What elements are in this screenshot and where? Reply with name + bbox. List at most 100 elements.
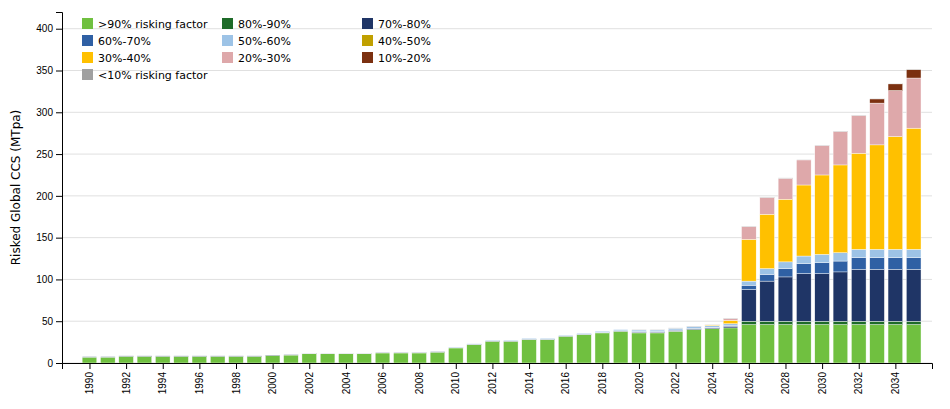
- bar-segment: [705, 324, 720, 325]
- x-tick-mark: [273, 363, 274, 369]
- bar-segment: [632, 329, 647, 330]
- x-tick-mark: [419, 363, 420, 369]
- bar-segment: [302, 353, 317, 354]
- bar-segment: [613, 330, 628, 331]
- bar-segment: [375, 352, 390, 353]
- bar-segment: [247, 355, 262, 356]
- bar-segment: [357, 353, 372, 354]
- bar-segment: [796, 325, 811, 363]
- bar-segment: [247, 355, 262, 356]
- bar-segment: [613, 330, 628, 331]
- bar-segment: [394, 352, 409, 353]
- bar-segment: [375, 353, 390, 363]
- bar-segment: [558, 335, 573, 336]
- bar-segment: [851, 153, 866, 249]
- bar-segment: [888, 91, 903, 137]
- bar-segment: [284, 354, 299, 355]
- bar-segment: [650, 330, 665, 332]
- bar-segment: [394, 352, 409, 353]
- bar-segment: [522, 339, 537, 340]
- bar-segment: [192, 355, 207, 356]
- bar-segment: [174, 356, 189, 357]
- bar-segment: [595, 331, 610, 332]
- bar-segment: [742, 321, 757, 324]
- bar-segment: [613, 329, 628, 330]
- bar-segment: [247, 355, 262, 356]
- y-tick: 0: [47, 358, 62, 369]
- bar-segment: [100, 357, 115, 363]
- bar-segment: [668, 331, 683, 363]
- y-tick-label: 100: [36, 274, 53, 285]
- bar-segment: [632, 329, 647, 330]
- bar-segment: [100, 356, 115, 357]
- bar-segment: [430, 351, 445, 352]
- bar-segment: [119, 356, 134, 357]
- bar-segment: [522, 339, 537, 340]
- bar-segment: [485, 341, 500, 363]
- series: [632, 69, 921, 330]
- bar-segment: [888, 258, 903, 270]
- x-tick-label: 1992: [121, 372, 132, 395]
- bar-segment: [210, 356, 225, 363]
- bar-segment: [906, 325, 921, 363]
- x-tick: 2012: [487, 363, 498, 394]
- bar-segment: [100, 356, 115, 357]
- bar-segment: [870, 103, 885, 145]
- bar-segment: [485, 340, 500, 341]
- bar-segment: [668, 328, 683, 329]
- bar-segment: [870, 258, 885, 270]
- x-tick: 2008: [414, 363, 425, 394]
- y-tick-mark: [56, 112, 62, 113]
- bar-segment: [357, 354, 372, 363]
- bar-segment: [742, 226, 757, 227]
- grid-line: [62, 112, 932, 113]
- legend-label: 30%-40%: [98, 52, 151, 65]
- bar-segment: [155, 355, 170, 356]
- bar-segment: [742, 285, 757, 289]
- bar-segment: [430, 351, 445, 352]
- x-tick: 1992: [121, 363, 132, 394]
- bar-segment: [155, 355, 170, 356]
- bar-segment: [503, 341, 518, 342]
- y-tick: 400: [36, 23, 62, 34]
- bar-segment: [778, 199, 793, 262]
- legend-label: <10% risking factor: [98, 69, 208, 82]
- bar-segment: [833, 272, 848, 321]
- bar-segment: [558, 335, 573, 336]
- bar-segment: [558, 335, 573, 336]
- bar-segment: [137, 355, 152, 356]
- x-tick: 1994: [157, 363, 168, 394]
- bar-segment: [723, 324, 738, 326]
- bar-segment: [229, 355, 244, 356]
- bar-segment: [430, 351, 445, 352]
- legend-swatch: [82, 69, 93, 80]
- bar-segment: [613, 329, 628, 330]
- bar-segment: [174, 355, 189, 356]
- bar-segment: [595, 331, 610, 332]
- x-tick-mark: [529, 363, 530, 369]
- bar-segment: [687, 326, 702, 327]
- bar-segment: [632, 332, 647, 333]
- bar-segment: [906, 269, 921, 321]
- bar-segment: [613, 329, 628, 330]
- bar-segment: [174, 355, 189, 356]
- bar-segment: [906, 78, 921, 128]
- bar-segment: [760, 198, 775, 215]
- bar-segment: [119, 355, 134, 356]
- bar-segment: [82, 357, 97, 363]
- bar-segment: [339, 353, 354, 354]
- bar-segment: [100, 356, 115, 357]
- bar-segment: [687, 326, 702, 327]
- y-axis: 050100150200250300350400: [36, 13, 62, 369]
- bar-segment: [394, 352, 409, 353]
- bar-segment: [906, 70, 921, 78]
- bar-segment: [339, 353, 354, 354]
- bar-segment: [778, 277, 793, 321]
- bar-segment: [320, 353, 335, 354]
- x-tick-mark: [199, 363, 200, 369]
- bar-segment: [833, 165, 848, 253]
- bar-segment: [247, 355, 262, 356]
- bar-segment: [320, 353, 335, 354]
- x-tick-label: 1998: [231, 372, 242, 395]
- bar-segment: [82, 356, 97, 357]
